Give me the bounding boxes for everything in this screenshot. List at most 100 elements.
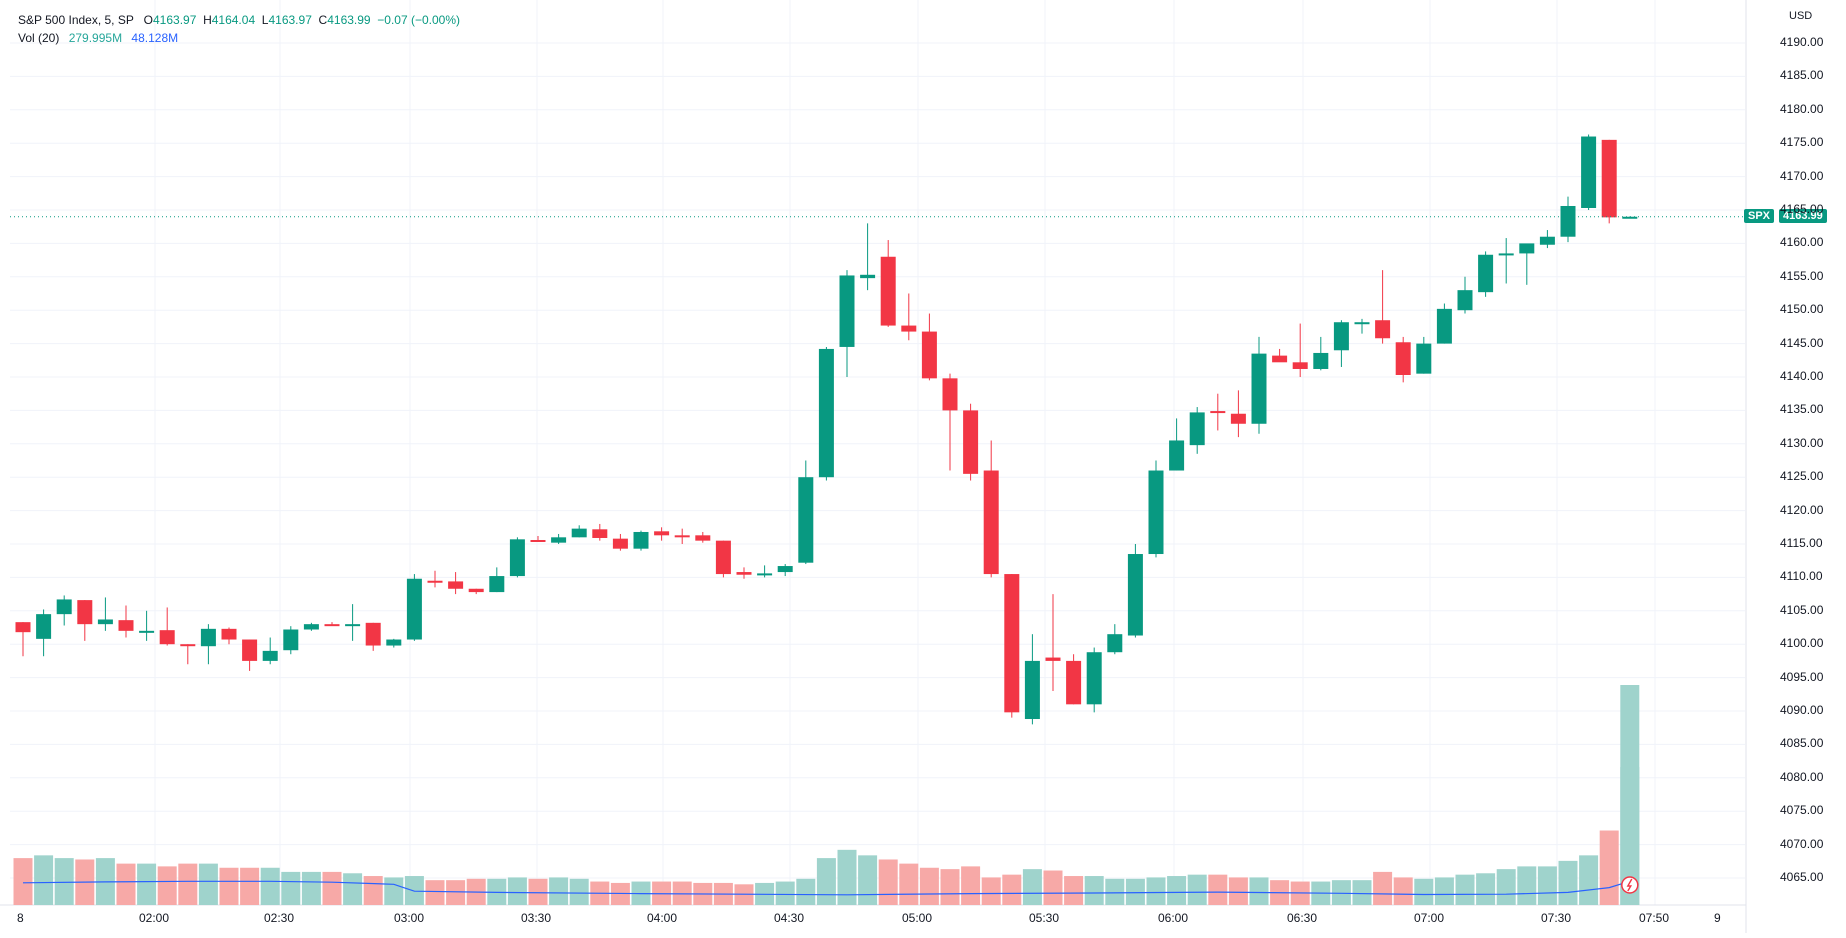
symbol-title[interactable]: S&P 500 Index, 5, SP — [18, 13, 134, 27]
price-tick-label: 4100.00 — [1780, 636, 1824, 651]
volume-bar — [1064, 876, 1084, 905]
candle-body — [860, 274, 876, 279]
volume-indicator-label[interactable]: Vol (20) — [18, 31, 60, 45]
candle-body — [56, 599, 72, 615]
price-tick-label: 4115.00 — [1780, 536, 1823, 550]
volume-ma-value: 48.128M — [131, 31, 179, 45]
volume-bar — [219, 867, 239, 905]
volume-bar — [796, 878, 816, 905]
volume-bar — [816, 858, 836, 905]
candle-body — [97, 619, 113, 625]
open-label: O — [143, 13, 153, 27]
price-tick-label: 4085.00 — [1780, 736, 1824, 751]
volume-bar — [1393, 877, 1413, 905]
lightning-icon — [1626, 878, 1633, 892]
price-tick-label: 4150.00 — [1780, 302, 1824, 317]
volume-bar — [1146, 877, 1166, 905]
candle-body — [303, 624, 319, 630]
volume-bar — [1620, 685, 1640, 905]
candle-body — [818, 348, 834, 478]
candle-body — [1478, 254, 1494, 293]
volume-bar — [837, 849, 857, 905]
close-label: C — [318, 13, 328, 27]
candle-body — [715, 540, 731, 575]
high-label: H — [203, 13, 212, 27]
candle-body — [1601, 139, 1617, 218]
candle-body — [1066, 660, 1082, 705]
candle-body — [36, 614, 52, 639]
volume-bar — [446, 880, 466, 905]
candle-body — [612, 538, 628, 549]
volume-bar — [961, 866, 981, 905]
price-tick-label: 4135.00 — [1780, 402, 1824, 417]
price-tick-label: 4105.00 — [1780, 602, 1824, 617]
change-value: −0.07 (−0.00%) — [377, 13, 461, 27]
price-tick-label: 4185.00 — [1780, 68, 1824, 83]
volume-bar — [137, 863, 157, 905]
time-tick-label: 04:30 — [774, 911, 805, 925]
price-tick-label: 4120.00 — [1780, 502, 1824, 517]
volume-bar — [198, 863, 218, 905]
price-tick-label: 4170.00 — [1780, 168, 1824, 183]
candle-body — [839, 275, 855, 347]
candle-body — [242, 639, 258, 661]
candle-body — [880, 256, 896, 326]
candle-body — [1457, 290, 1473, 311]
volume-bar — [1084, 876, 1104, 905]
candle-body — [1416, 343, 1432, 374]
candle-body — [1210, 411, 1226, 414]
candle-body — [1024, 660, 1040, 720]
volume-bar — [569, 878, 589, 905]
volume-bar — [1373, 871, 1393, 905]
candle-body — [921, 331, 937, 379]
candle-body — [777, 566, 793, 573]
low-label: L — [261, 13, 269, 27]
time-tick-label: 8 — [17, 911, 24, 925]
low-value: 4163.97 — [268, 13, 312, 27]
volume-bar — [1002, 874, 1022, 905]
candle-body — [262, 650, 278, 661]
volume-bar — [116, 863, 136, 905]
volume-bar — [1414, 878, 1434, 905]
candle-body — [221, 628, 237, 640]
candle-body — [571, 528, 587, 538]
candle-body — [983, 470, 999, 575]
time-tick-label: 07:30 — [1541, 911, 1572, 925]
volume-bar — [1558, 860, 1578, 905]
volume-bar — [343, 873, 363, 905]
price-tick-label: 4095.00 — [1780, 669, 1824, 684]
volume-bar — [425, 880, 445, 905]
price-tick-label: 4165.00 — [1780, 202, 1824, 216]
time-tick-label: 07:00 — [1414, 911, 1445, 925]
last-price-badge: 4163.99 — [1779, 208, 1827, 223]
volume-bar — [404, 876, 424, 905]
candle-body — [1107, 634, 1123, 653]
candle-body — [633, 531, 649, 549]
candle-body — [1004, 574, 1020, 713]
candle-body — [283, 629, 299, 651]
price-tick-label: 4090.00 — [1780, 703, 1824, 717]
time-tick-label: 02:30 — [264, 911, 295, 925]
legend-volume-row: Vol (20) 279.995M 48.128M — [18, 29, 460, 47]
volume-bar — [34, 855, 54, 905]
high-value: 4164.04 — [211, 13, 256, 27]
volume-bar — [1125, 878, 1145, 905]
candle-body — [1169, 440, 1185, 471]
time-tick-label: 05:00 — [902, 911, 933, 925]
candle-body — [180, 644, 196, 647]
price-tick-label: 4130.00 — [1780, 435, 1824, 450]
candle-body — [551, 537, 567, 543]
candle-body — [798, 477, 814, 563]
volume-bar — [384, 877, 404, 905]
time-tick-label: 06:00 — [1158, 911, 1189, 925]
volume-bar — [260, 867, 280, 905]
volume-bar — [1434, 877, 1454, 905]
price-tick-label: 4160.00 — [1780, 235, 1824, 250]
candle-body — [427, 580, 443, 583]
close-value: 4163.99 — [327, 13, 371, 27]
legend: S&P 500 Index, 5, SP O 4163.97 H4164.04 L… — [18, 11, 460, 47]
volume-bar — [281, 871, 301, 905]
candle-body — [1189, 412, 1205, 446]
